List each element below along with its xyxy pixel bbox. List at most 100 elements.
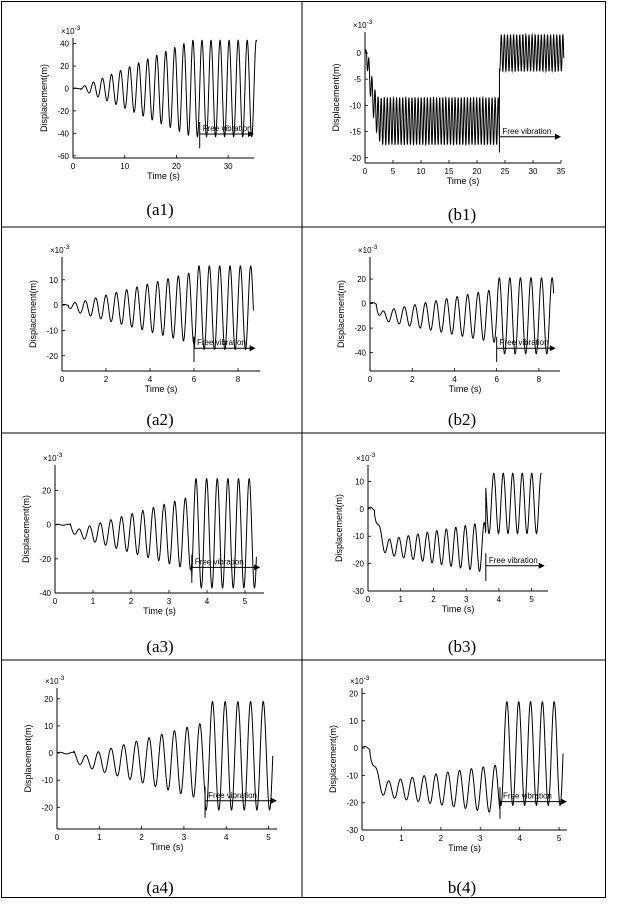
x-tick-label-a2: 6 xyxy=(192,375,197,384)
x-tick-label-a3: 1 xyxy=(91,597,96,606)
y-tick-label-b2: -20 xyxy=(354,324,366,333)
displacement-series-a3 xyxy=(54,477,257,589)
y-tick-label-b4: -10 xyxy=(346,771,358,780)
panel-caption-b4: b(4) xyxy=(447,878,477,897)
x-tick-label-a2: 2 xyxy=(104,375,109,384)
free-vibration-label-b2: Free vibration xyxy=(500,338,549,347)
x-tick-label-b4: 1 xyxy=(399,834,404,843)
x-tick-label-b1: 5 xyxy=(391,167,396,176)
exponent-power-b1: -3 xyxy=(367,19,373,26)
x-tick-label-b1: 30 xyxy=(529,167,538,176)
exponent-power-a3: -3 xyxy=(57,452,63,459)
y-tick-label-b3: -30 xyxy=(352,587,364,596)
displacement-series-a2 xyxy=(61,265,254,351)
y-tick-label-a2: -20 xyxy=(46,352,58,361)
exponent-power-a1: -3 xyxy=(75,25,81,32)
y-axis-label-b3: Displacement(m) xyxy=(334,494,344,562)
panel-caption-a4: (a4) xyxy=(146,878,174,897)
y-tick-label-a4: 20 xyxy=(44,695,53,704)
y-tick-label-b1: -5 xyxy=(354,75,362,84)
x-tick-label-a4: 0 xyxy=(55,833,60,842)
x-tick-label-a1: 10 xyxy=(120,162,129,171)
y-tick-label-a3: 20 xyxy=(42,487,51,496)
y-tick-label-a1: -40 xyxy=(57,129,69,138)
displacement-series-b2 xyxy=(369,277,555,355)
exponent-label-b2: ×10-3 xyxy=(358,244,378,255)
exponent-power-a4: -3 xyxy=(59,675,65,682)
y-axis-label-a4: Displacement(m) xyxy=(23,724,33,792)
y-tick-label-a2: -10 xyxy=(46,326,58,335)
x-axis-label-b1: Time (s) xyxy=(447,176,480,186)
free-vibration-label-b3: Free vibration xyxy=(489,556,538,565)
panel-caption-b2: (b2) xyxy=(447,410,477,429)
x-tick-label-b2: 8 xyxy=(537,375,542,384)
panel-caption-a1: (a1) xyxy=(146,200,174,219)
exponent-label-a1: ×10-3 xyxy=(61,25,81,36)
panel-caption-a3: (a3) xyxy=(146,637,174,656)
y-tick-label-a2: 0 xyxy=(54,301,59,310)
x-axis-label-a2: Time (s) xyxy=(145,384,178,394)
y-tick-label-b2: -40 xyxy=(354,349,366,358)
y-axis-label-b4: Displacement(m) xyxy=(328,725,338,793)
x-tick-label-a4: 2 xyxy=(139,833,144,842)
exponent-label-a4: ×10-3 xyxy=(45,675,65,686)
y-tick-label-a4: 0 xyxy=(49,749,54,758)
y-tick-label-a1: 20 xyxy=(60,62,69,71)
y-axis-label-a2: Displacement(m) xyxy=(28,280,38,348)
x-tick-label-a3: 5 xyxy=(243,597,248,606)
y-tick-label-a3: -40 xyxy=(39,589,51,598)
free-vibration-label-a4: Free vibration xyxy=(208,791,257,800)
panel-caption-b3: (b3) xyxy=(447,637,477,656)
x-tick-label-a3: 2 xyxy=(129,597,134,606)
x-tick-label-b1: 20 xyxy=(473,167,482,176)
exponent-label-b1: ×10-3 xyxy=(353,19,373,30)
x-tick-label-b2: 0 xyxy=(368,375,373,384)
free-vibration-label-a2: Free vibration xyxy=(197,338,246,347)
y-axis-label-b1: Displacement(m) xyxy=(331,63,341,131)
free-vibration-label-b1: Free vibration xyxy=(502,127,551,136)
y-tick-label-a3: 0 xyxy=(47,521,52,530)
x-tick-label-b4: 3 xyxy=(478,834,483,843)
x-tick-label-a3: 4 xyxy=(205,597,210,606)
x-axis-label-b2: Time (s) xyxy=(449,384,482,394)
x-axis-label-a4: Time (s) xyxy=(151,842,184,852)
x-tick-label-a3: 0 xyxy=(53,597,58,606)
x-tick-label-a2: 0 xyxy=(60,375,65,384)
x-axis-label-a3: Time (s) xyxy=(143,606,176,616)
x-tick-label-b3: 4 xyxy=(497,595,502,604)
x-axis-label-b3: Time (s) xyxy=(442,604,475,614)
x-tick-label-b3: 3 xyxy=(464,595,469,604)
y-tick-label-b4: -30 xyxy=(346,826,358,835)
x-tick-label-b4: 5 xyxy=(557,834,562,843)
y-tick-label-b1: -20 xyxy=(349,154,361,163)
arrow-head-icon xyxy=(538,562,545,569)
y-axis-label-b2: Displacement(m) xyxy=(336,280,346,348)
free-vibration-label-b4: Free vibration xyxy=(503,792,552,801)
arrow-head-icon xyxy=(561,798,567,805)
x-axis-label-a1: Time (s) xyxy=(147,171,180,181)
y-tick-label-b1: 0 xyxy=(357,49,362,58)
y-tick-label-b2: 0 xyxy=(362,300,367,309)
displacement-series-a1 xyxy=(72,39,258,138)
y-tick-label-b1: -10 xyxy=(349,101,361,110)
x-tick-label-b3: 2 xyxy=(431,595,436,604)
x-tick-label-b2: 2 xyxy=(410,375,415,384)
arrow-head-icon xyxy=(549,345,556,352)
displacement-series-b4 xyxy=(361,700,564,813)
x-tick-label-b1: 0 xyxy=(363,167,368,176)
x-tick-label-a4: 5 xyxy=(266,833,271,842)
exponent-label-b3: ×10-3 xyxy=(356,452,376,463)
x-tick-label-a4: 3 xyxy=(182,833,187,842)
x-tick-label-a1: 0 xyxy=(71,162,76,171)
x-tick-label-b1: 10 xyxy=(417,167,426,176)
arrow-head-icon xyxy=(249,345,256,352)
x-tick-label-a2: 8 xyxy=(236,375,241,384)
exponent-label-b4: ×10-3 xyxy=(350,675,370,686)
y-tick-label-b3: 0 xyxy=(360,505,365,514)
exponent-power-b3: -3 xyxy=(370,452,376,459)
